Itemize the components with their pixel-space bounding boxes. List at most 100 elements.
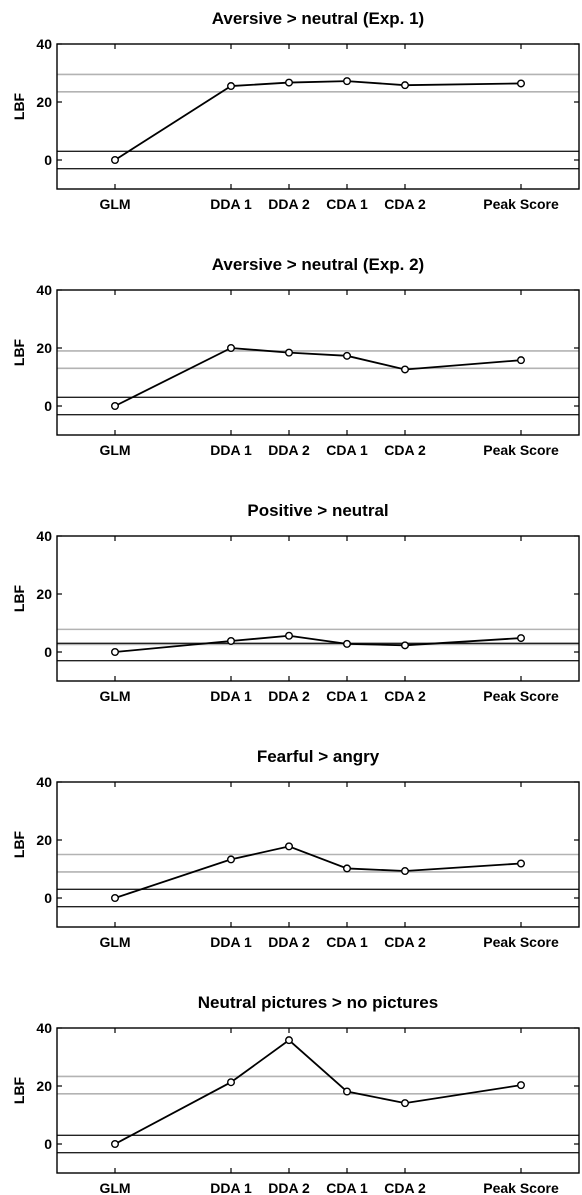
data-point — [226, 636, 235, 645]
x-tick-label: Peak Score — [483, 934, 559, 950]
data-point — [226, 82, 235, 91]
data-point — [401, 365, 410, 374]
x-tick-label: DDA 2 — [268, 1180, 310, 1195]
x-tick-label: CDA 1 — [326, 196, 368, 212]
data-point — [226, 1078, 235, 1087]
data-point — [285, 631, 294, 640]
data-point — [343, 351, 352, 360]
data-point — [110, 1139, 119, 1148]
plot-frame — [56, 535, 580, 682]
y-tick-label: 20 — [36, 832, 52, 848]
y-tick-label: 40 — [36, 1020, 52, 1036]
x-tick-label: GLM — [99, 1180, 130, 1195]
x-tick-label: CDA 2 — [384, 1180, 426, 1195]
x-tick-label: GLM — [99, 196, 130, 212]
x-tick-label: Peak Score — [483, 1180, 559, 1195]
plot-frame — [56, 289, 580, 436]
x-tick-label: DDA 2 — [268, 196, 310, 212]
plot-frame — [56, 781, 580, 928]
x-tick-label: DDA 2 — [268, 688, 310, 704]
plot-frame — [56, 1027, 580, 1174]
series-line — [114, 347, 522, 407]
data-point — [401, 867, 410, 876]
y-tick-label: 20 — [36, 586, 52, 602]
x-tick-label: Peak Score — [483, 442, 559, 458]
x-tick-label: DDA 2 — [268, 934, 310, 950]
plot-frame — [56, 43, 580, 190]
x-tick-label: CDA 2 — [384, 934, 426, 950]
data-point — [110, 894, 119, 903]
x-tick-label: CDA 1 — [326, 442, 368, 458]
x-tick-label: GLM — [99, 688, 130, 704]
y-tick-label: 0 — [44, 890, 52, 906]
x-tick-label: Peak Score — [483, 196, 559, 212]
data-point — [285, 1036, 294, 1045]
y-tick-label: 20 — [36, 340, 52, 356]
y-axis-label: LBF — [11, 830, 27, 858]
data-point — [110, 402, 119, 411]
x-tick-label: DDA 2 — [268, 442, 310, 458]
y-tick-label: 40 — [36, 36, 52, 52]
chart-title: Aversive > neutral (Exp. 1) — [212, 9, 424, 28]
data-point — [517, 79, 526, 88]
chart-title: Fearful > angry — [257, 747, 380, 766]
data-point — [517, 859, 526, 868]
y-axis-label: LBF — [11, 1076, 27, 1104]
data-point — [343, 1087, 352, 1096]
y-tick-label: 40 — [36, 774, 52, 790]
y-axis-label: LBF — [11, 584, 27, 612]
data-point — [285, 348, 294, 357]
data-point — [110, 648, 119, 657]
series-line — [114, 845, 522, 899]
x-tick-label: CDA 2 — [384, 688, 426, 704]
series-line — [114, 1039, 522, 1145]
y-tick-label: 20 — [36, 94, 52, 110]
y-axis-label: LBF — [11, 92, 27, 120]
data-point — [401, 1099, 410, 1108]
chart-panel: Positive > neutral LBF 0 20 40 GLM DDA 1 DDA 2 C… — [11, 501, 580, 704]
data-point — [401, 641, 410, 650]
x-tick-label: GLM — [99, 934, 130, 950]
x-tick-label: DDA 1 — [210, 688, 252, 704]
chart-panel: Aversive > neutral (Exp. 2) LBF 0 20 40 GLM DD… — [11, 255, 580, 458]
data-point — [226, 855, 235, 864]
data-point — [517, 1081, 526, 1090]
y-tick-label: 40 — [36, 528, 52, 544]
series-line — [114, 634, 522, 653]
data-point — [343, 639, 352, 648]
y-tick-label: 0 — [44, 1136, 52, 1152]
data-point — [517, 356, 526, 365]
chart-panel: Fearful > angry LBF 0 20 40 GLM DDA 1 DDA 2 CDA … — [11, 747, 580, 950]
y-axis-label: LBF — [11, 338, 27, 366]
y-tick-label: 20 — [36, 1078, 52, 1094]
x-tick-label: DDA 1 — [210, 442, 252, 458]
chart-title: Aversive > neutral (Exp. 2) — [212, 255, 424, 274]
data-point — [343, 77, 352, 86]
chart-title: Positive > neutral — [247, 501, 388, 520]
data-point — [401, 81, 410, 90]
data-point — [226, 344, 235, 353]
x-tick-label: CDA 1 — [326, 934, 368, 950]
data-point — [110, 155, 119, 164]
data-point — [517, 634, 526, 643]
chart-panel: Aversive > neutral (Exp. 1) LBF 0 20 40 GLM DD… — [11, 9, 580, 212]
chart-title: Neutral pictures > no pictures — [198, 993, 438, 1012]
data-point — [343, 864, 352, 873]
x-tick-label: CDA 2 — [384, 442, 426, 458]
y-tick-label: 0 — [44, 152, 52, 168]
data-point — [285, 842, 294, 851]
x-tick-label: GLM — [99, 442, 130, 458]
x-tick-label: DDA 1 — [210, 1180, 252, 1195]
y-tick-label: 0 — [44, 644, 52, 660]
x-tick-label: DDA 1 — [210, 934, 252, 950]
x-tick-label: CDA 1 — [326, 1180, 368, 1195]
data-point — [285, 78, 294, 87]
x-tick-label: Peak Score — [483, 688, 559, 704]
chart-panel: Neutral pictures > no pictures LBF 0 20 40 GL… — [11, 993, 580, 1195]
y-tick-label: 0 — [44, 398, 52, 414]
x-tick-label: CDA 2 — [384, 196, 426, 212]
x-tick-label: CDA 1 — [326, 688, 368, 704]
y-tick-label: 40 — [36, 282, 52, 298]
x-tick-label: DDA 1 — [210, 196, 252, 212]
